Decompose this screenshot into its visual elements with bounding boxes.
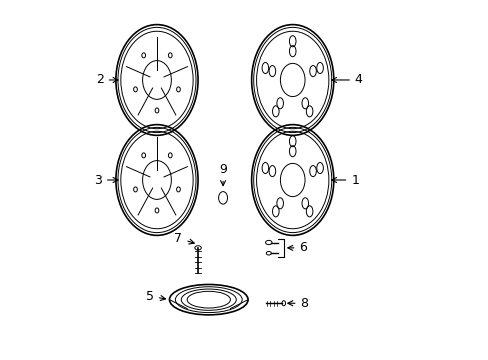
Text: 6: 6 [287,241,307,255]
Text: 5: 5 [145,289,165,303]
Text: 1: 1 [331,174,359,186]
Text: 9: 9 [219,163,226,186]
Text: 8: 8 [287,297,308,310]
Text: 3: 3 [94,174,118,186]
Text: 7: 7 [174,232,194,245]
Text: 2: 2 [96,73,118,86]
Text: 4: 4 [331,73,362,86]
